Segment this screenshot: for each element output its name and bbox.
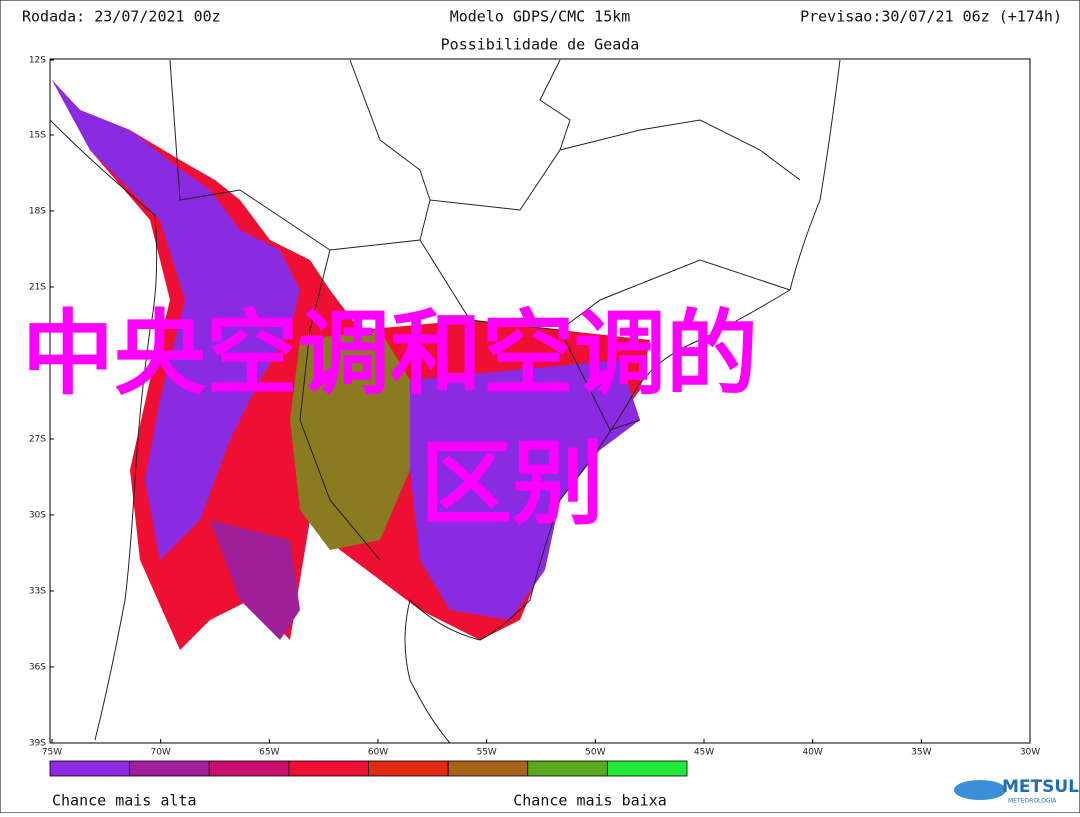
lat-label: 33S [29,587,46,597]
lon-label: 65W [259,748,279,758]
legend-swatch [49,760,131,777]
legend-low: Chance mais baixa [513,792,667,810]
lat-label: 30S [29,511,46,521]
border-2 [299,249,381,561]
legend-swatch [447,760,529,777]
border-3 [419,239,791,331]
lat-label: 15S [29,131,46,141]
legend-swatch [368,760,449,777]
lon-label: 50W [585,748,605,758]
lat-label: 18S [29,207,46,217]
frost-purple-west [52,80,300,560]
run-date: Rodada: 23/07/2021 00z [22,8,221,26]
lon-label: 70W [150,748,170,758]
lon-label: 55W [476,748,496,758]
frost-olive [290,330,410,550]
frost-magenta [210,520,300,640]
legend-swatch [288,760,369,777]
lat-label: 36S [29,663,46,673]
logo: METSUL METEOROLOGIA [954,777,1079,805]
legend-swatch [129,760,210,777]
border-5 [539,59,571,151]
border-6 [559,329,641,431]
legend-swatch [606,760,688,777]
logo-mark [954,780,1006,800]
lon-label: 35W [911,748,931,758]
legend-swatch [208,760,290,777]
map [49,58,1031,744]
lon-label: 45W [694,748,714,758]
lat-label: 21S [29,283,46,293]
border-1 [169,59,801,251]
lon-label: 40W [802,748,822,758]
lon-label: 30W [1020,748,1040,758]
lat-label: 39S [29,739,46,749]
logo-name: METSUL [1002,777,1079,797]
model-name: Modelo GDPS/CMC 15km [450,8,631,26]
lon-label: 60W [368,748,388,758]
legend-swatch [527,760,608,777]
overlay-line-1: 中央空调和空调的 [22,300,758,407]
coastline-east [404,59,841,744]
logo-tagline: METEOROLOGIA [1008,798,1057,805]
lon-label: 75W [42,748,62,758]
map-title: Possibilidade de Geada [441,36,640,54]
frost-purple-east [410,360,640,620]
overlay-line-2: 区别 [420,430,604,537]
lat-label: 27S [29,435,46,445]
legend-high: Chance mais alta [52,792,197,810]
border-4 [349,59,431,201]
lat-label: 12S [29,56,46,66]
coastline-west [49,119,158,741]
forecast-time: Previsao:30/07/21 06z (+174h) [800,8,1062,26]
